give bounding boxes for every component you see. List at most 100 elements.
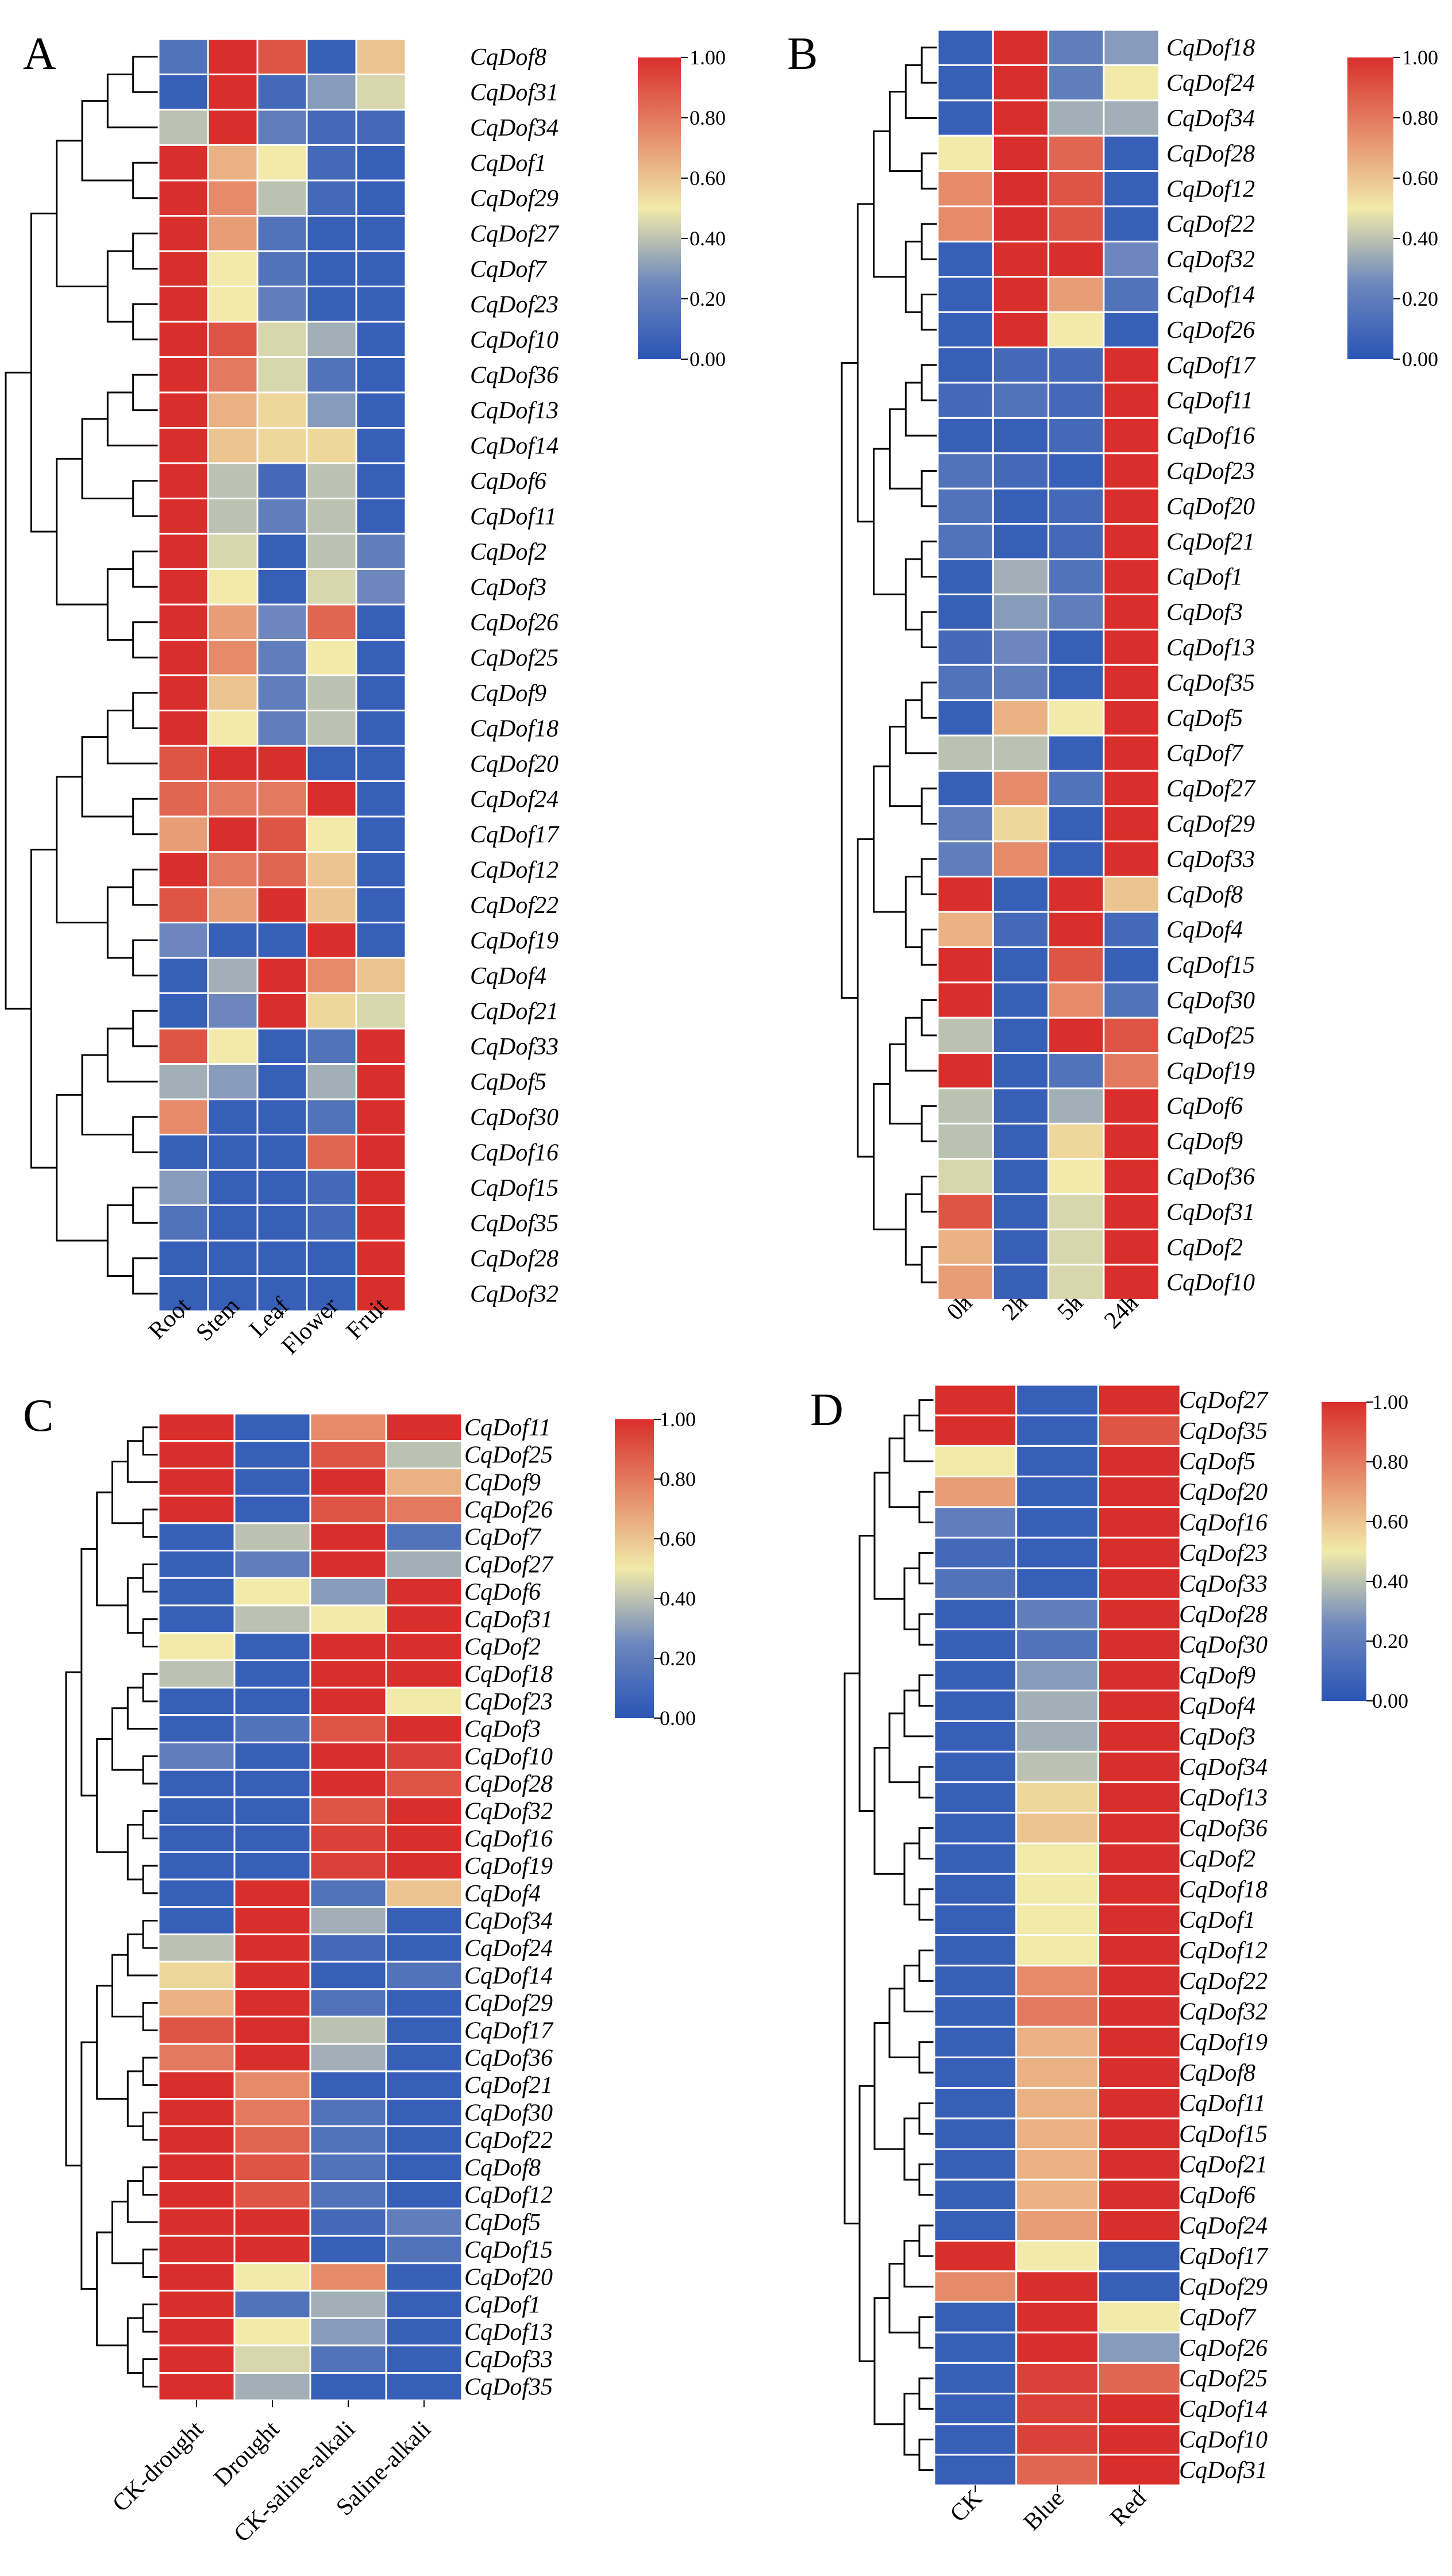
- dendrogram-branch: [921, 540, 938, 578]
- heatmap-cell: [256, 1204, 308, 1242]
- heatmap-cell: [157, 1577, 236, 1607]
- heatmap-cell: [1047, 29, 1105, 66]
- heatmap-cell: [992, 99, 1050, 137]
- heatmap-cell: [1015, 1384, 1099, 1416]
- colorbar-tick-label: 0.60: [1372, 1510, 1408, 1533]
- gene-label: CqDof20: [1166, 494, 1255, 520]
- dendrogram-branch: [904, 240, 922, 313]
- colorbar: [1322, 1402, 1366, 1701]
- heatmap-cell: [306, 179, 357, 217]
- heatmap-cell: [1097, 1384, 1181, 1416]
- gene-label: CqDof21: [1179, 2152, 1268, 2178]
- dendrogram-branch: [142, 1508, 159, 1538]
- heatmap-cell: [1015, 2331, 1099, 2364]
- heatmap-cell: [1015, 2056, 1099, 2089]
- heatmap-cell: [309, 2317, 387, 2347]
- gene-label: CqDof7: [464, 1524, 542, 1551]
- heatmap-cell: [937, 1193, 994, 1231]
- heatmap-cell: [157, 1169, 209, 1206]
- gene-label: CqDof1: [1179, 1907, 1255, 1934]
- dendrogram-branch: [921, 681, 938, 719]
- heatmap-cell: [937, 29, 994, 66]
- heatmap-cell: [1103, 240, 1160, 278]
- heatmap-cell: [937, 1264, 994, 1301]
- heatmap-cell: [1097, 2240, 1181, 2273]
- heatmap-cell: [207, 321, 259, 358]
- heatmap-cell: [1047, 876, 1105, 913]
- gene-label: CqDof35: [1166, 670, 1255, 696]
- heatmap-cell: [1047, 99, 1105, 137]
- heatmap-cell: [1015, 1476, 1099, 1508]
- panel-label: B: [787, 29, 818, 79]
- dendrogram-branch: [918, 1399, 934, 1432]
- heatmap-cell: [207, 391, 259, 429]
- heatmap-cell: [157, 2235, 236, 2265]
- heatmap-cell: [1015, 1842, 1099, 1875]
- heatmap-cell: [1015, 1781, 1099, 1814]
- gene-label: CqDof12: [1179, 1938, 1268, 1964]
- heatmap-cell: [309, 1741, 387, 1771]
- heatmap-cell: [933, 2301, 1018, 2334]
- heatmap-cell: [157, 1796, 236, 1826]
- heatmap-cell: [385, 2344, 463, 2374]
- gene-label: CqDof24: [464, 1935, 553, 1962]
- heatmap-cell: [157, 1467, 236, 1497]
- gene-label: CqDof3: [470, 574, 546, 600]
- heatmap-cell: [207, 886, 259, 923]
- heatmap-cell: [309, 2015, 387, 2045]
- gene-label: CqDof19: [1179, 2030, 1268, 2056]
- gene-label: CqDof16: [464, 1826, 553, 1852]
- heatmap-cell: [233, 2317, 311, 2347]
- dendrogram-branch: [921, 787, 938, 825]
- dendrogram-branch: [857, 838, 874, 1158]
- dendrogram-branch: [921, 1176, 938, 1213]
- heatmap-cell: [256, 144, 308, 182]
- heatmap-cell: [233, 2043, 311, 2073]
- colorbar-tick-label: 0.20: [660, 1647, 696, 1670]
- heatmap-cell: [1097, 1781, 1181, 1814]
- colorbar-tick-label: 0.20: [1372, 1630, 1408, 1653]
- heatmap-cell: [1015, 1720, 1099, 1753]
- heatmap-cell: [385, 2153, 463, 2182]
- heatmap-cell: [1047, 311, 1105, 349]
- heatmap-cell: [937, 1087, 994, 1125]
- heatmap-cell: [1097, 2087, 1181, 2120]
- heatmap-cell: [937, 240, 994, 278]
- heatmap-cell: [1047, 240, 1105, 278]
- heatmap-cell: [207, 674, 259, 711]
- gene-label: CqDof14: [464, 1963, 553, 1989]
- gene-label: CqDof14: [470, 433, 559, 459]
- heatmap-cell: [385, 1878, 463, 1908]
- gene-label: CqDof29: [1179, 2274, 1268, 2300]
- dendrogram-branch: [918, 1888, 934, 1921]
- heatmap-cell: [1015, 1812, 1099, 1845]
- heatmap-cell: [157, 1741, 236, 1771]
- gene-label: CqDof6: [464, 1579, 541, 1605]
- heatmap-cell: [1097, 1537, 1181, 1569]
- heatmap-cell: [306, 498, 357, 535]
- heatmap-cell: [933, 1537, 1018, 1569]
- dendrogram-branch: [918, 1766, 934, 1799]
- heatmap-cell: [937, 1052, 994, 1089]
- dendrogram-branch: [142, 2002, 159, 2031]
- heatmap-cell: [937, 417, 994, 455]
- heatmap-cell: [256, 815, 308, 853]
- gene-label: CqDof4: [470, 963, 546, 989]
- heatmap-cell: [1047, 734, 1105, 772]
- heatmap-cell: [256, 851, 308, 888]
- heatmap-cell: [157, 74, 209, 111]
- heatmap-cell: [256, 1134, 308, 1171]
- heatmap-cell: [256, 639, 308, 676]
- dendrogram-branch: [132, 798, 159, 835]
- heatmap-cell: [1103, 29, 1160, 66]
- heatmap-cell: [992, 134, 1050, 172]
- heatmap-cell: [992, 240, 1050, 278]
- heatmap-cell: [1047, 629, 1105, 666]
- heatmap-cell: [256, 1027, 308, 1065]
- heatmap-cell: [256, 391, 308, 429]
- gene-label: CqDof36: [464, 2045, 553, 2071]
- heatmap-cell: [1097, 1995, 1181, 2028]
- heatmap-cell: [1097, 1445, 1181, 1478]
- gene-label: CqDof2: [1179, 1846, 1255, 1873]
- heatmap-cell: [306, 1027, 357, 1065]
